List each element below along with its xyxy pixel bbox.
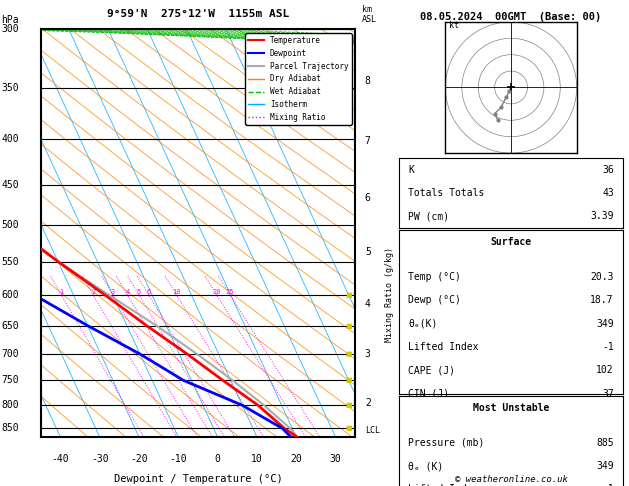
Text: 650: 650 [1, 321, 19, 330]
Text: 600: 600 [1, 290, 19, 300]
Text: 18.7: 18.7 [590, 295, 614, 305]
Text: Dewp (°C): Dewp (°C) [408, 295, 461, 305]
Text: -40: -40 [52, 454, 69, 464]
Text: Temp (°C): Temp (°C) [408, 272, 461, 282]
Text: ■: ■ [346, 292, 352, 298]
Text: 2: 2 [91, 289, 96, 295]
Text: 7: 7 [365, 137, 370, 146]
Text: θₑ (K): θₑ (K) [408, 461, 443, 471]
Text: -10: -10 [170, 454, 187, 464]
Text: -30: -30 [91, 454, 109, 464]
Text: 30: 30 [330, 454, 342, 464]
Text: 450: 450 [1, 180, 19, 190]
Text: Lifted Index: Lifted Index [408, 485, 479, 486]
Text: 3.39: 3.39 [590, 211, 614, 221]
Text: kt: kt [448, 21, 459, 31]
Text: Mixing Ratio (g/kg): Mixing Ratio (g/kg) [386, 247, 394, 342]
Text: 10: 10 [251, 454, 263, 464]
Text: ■: ■ [346, 378, 352, 383]
Text: 43: 43 [602, 188, 614, 198]
Text: km
ASL: km ASL [362, 5, 377, 24]
Text: 6: 6 [147, 289, 151, 295]
Text: ■: ■ [346, 425, 352, 432]
Text: CAPE (J): CAPE (J) [408, 365, 455, 375]
Text: Totals Totals: Totals Totals [408, 188, 485, 198]
Text: 6: 6 [365, 193, 370, 203]
Text: hPa: hPa [1, 15, 19, 25]
Text: 800: 800 [1, 400, 19, 410]
Text: CIN (J): CIN (J) [408, 389, 450, 399]
Text: 0: 0 [215, 454, 221, 464]
Text: Pressure (mb): Pressure (mb) [408, 438, 485, 448]
Legend: Temperature, Dewpoint, Parcel Trajectory, Dry Adiabat, Wet Adiabat, Isotherm, Mi: Temperature, Dewpoint, Parcel Trajectory… [245, 33, 352, 125]
Text: 8: 8 [365, 75, 370, 86]
Text: 5: 5 [365, 247, 370, 257]
Text: 349: 349 [596, 319, 614, 329]
Text: Surface: Surface [491, 237, 532, 247]
Text: -1: -1 [602, 342, 614, 352]
Text: 300: 300 [1, 24, 19, 34]
Text: Lifted Index: Lifted Index [408, 342, 479, 352]
Text: 700: 700 [1, 349, 19, 359]
Text: ■: ■ [346, 402, 352, 408]
Text: 08.05.2024  00GMT  (Base: 00): 08.05.2024 00GMT (Base: 00) [420, 12, 602, 22]
Text: 850: 850 [1, 423, 19, 434]
Text: 37: 37 [602, 389, 614, 399]
Text: 4: 4 [125, 289, 130, 295]
Text: LCL: LCL [365, 426, 380, 435]
Text: ■: ■ [346, 323, 352, 329]
Text: 36: 36 [602, 165, 614, 174]
Text: © weatheronline.co.uk: © weatheronline.co.uk [455, 474, 567, 484]
Text: PW (cm): PW (cm) [408, 211, 450, 221]
Text: 25: 25 [226, 289, 235, 295]
Text: 350: 350 [1, 83, 19, 93]
Text: 102: 102 [596, 365, 614, 375]
Text: -1: -1 [602, 485, 614, 486]
Text: 4: 4 [365, 299, 370, 309]
Text: θₑ(K): θₑ(K) [408, 319, 438, 329]
Text: 885: 885 [596, 438, 614, 448]
Text: 500: 500 [1, 220, 19, 230]
Text: 10: 10 [172, 289, 181, 295]
Text: 1: 1 [59, 289, 64, 295]
Text: 2: 2 [365, 399, 370, 408]
Text: 5: 5 [137, 289, 141, 295]
Text: K: K [408, 165, 415, 174]
Text: 349: 349 [596, 461, 614, 471]
Text: 20.3: 20.3 [590, 272, 614, 282]
Text: ■: ■ [346, 351, 352, 357]
Text: 550: 550 [1, 257, 19, 266]
Text: Most Unstable: Most Unstable [473, 403, 549, 413]
Text: 20: 20 [213, 289, 221, 295]
Text: -20: -20 [130, 454, 148, 464]
Text: 20: 20 [291, 454, 303, 464]
Text: 9°59'N  275°12'W  1155m ASL: 9°59'N 275°12'W 1155m ASL [107, 9, 289, 19]
Text: 3: 3 [111, 289, 115, 295]
Text: 3: 3 [365, 349, 370, 359]
Text: 750: 750 [1, 376, 19, 385]
Text: 400: 400 [1, 135, 19, 144]
Text: Dewpoint / Temperature (°C): Dewpoint / Temperature (°C) [114, 474, 282, 484]
